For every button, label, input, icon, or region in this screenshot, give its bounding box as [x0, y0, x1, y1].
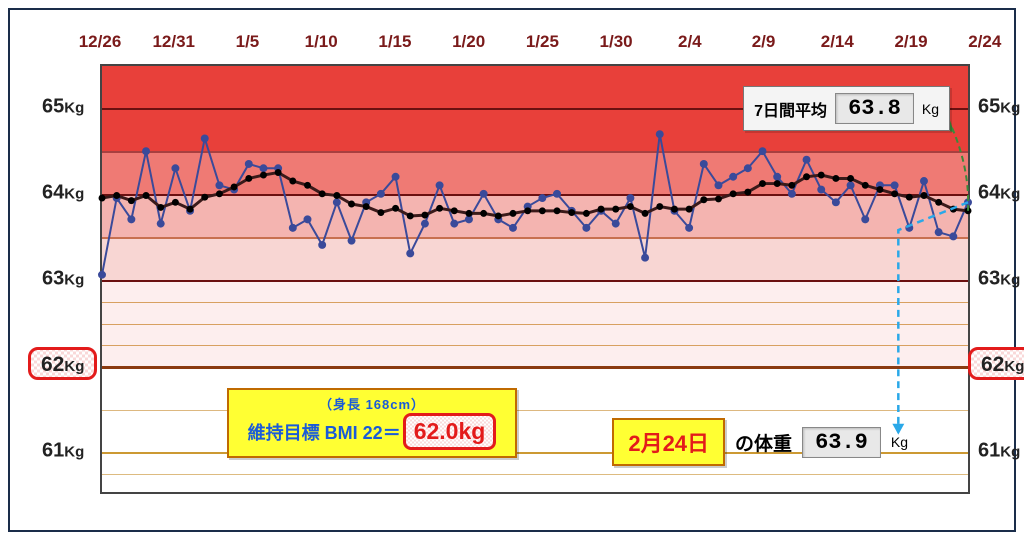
y-axis-label-right: 65Kg [978, 96, 1020, 119]
x-axis-label: 1/15 [378, 32, 411, 52]
y-axis-label-right: 63Kg [978, 268, 1020, 291]
x-axis-label: 2/4 [678, 32, 702, 52]
x-axis-label: 2/14 [821, 32, 854, 52]
target-badge-right: 62Kg [968, 347, 1024, 380]
avg-info-box: 7日間平均 63.8 Kg [743, 86, 950, 131]
y-axis-label-left: 65Kg [42, 96, 84, 119]
plot-area: 7日間平均 63.8 Kg （身長 168cm） 維持目標 BMI 22＝ 62… [100, 64, 970, 494]
avg-label: 7日間平均 [754, 97, 827, 121]
x-axis-label: 1/25 [526, 32, 559, 52]
x-axis-label: 2/9 [752, 32, 776, 52]
x-axis-label: 12/31 [152, 32, 195, 52]
x-axis-label: 2/24 [968, 32, 1001, 52]
today-info-box: 2月24日 の体重 63.9 Kg [612, 418, 908, 466]
avg-unit: Kg [922, 101, 939, 117]
today-label: の体重 [735, 429, 792, 456]
x-axis-label: 1/30 [600, 32, 633, 52]
today-date: 2月24日 [612, 418, 725, 466]
x-axis-label: 12/26 [79, 32, 122, 52]
avg-value: 63.8 [835, 93, 914, 124]
today-value: 63.9 [802, 427, 881, 458]
target-badge-left: 62Kg [28, 347, 97, 380]
bmi-value: 62.0kg [403, 413, 497, 450]
x-axis-label: 2/19 [894, 32, 927, 52]
y-axis-label-right: 64Kg [978, 182, 1020, 205]
x-axis-label: 1/5 [236, 32, 260, 52]
y-axis-label-right: 61Kg [978, 440, 1020, 463]
bmi-subtitle: （身長 168cm） [237, 394, 507, 413]
bmi-info-box: （身長 168cm） 維持目標 BMI 22＝ 62.0kg [227, 388, 517, 458]
chart-container: 7日間平均 63.8 Kg （身長 168cm） 維持目標 BMI 22＝ 62… [10, 10, 1014, 530]
y-axis-label-left: 63Kg [42, 268, 84, 291]
y-axis-label-left: 64Kg [42, 182, 84, 205]
x-axis-label: 1/20 [452, 32, 485, 52]
x-axis-label: 1/10 [305, 32, 338, 52]
y-axis-label-left: 61Kg [42, 440, 84, 463]
bmi-label: 維持目標 BMI 22＝ [248, 419, 401, 445]
today-unit: Kg [891, 434, 908, 450]
chart-frame: 7日間平均 63.8 Kg （身長 168cm） 維持目標 BMI 22＝ 62… [8, 8, 1016, 532]
